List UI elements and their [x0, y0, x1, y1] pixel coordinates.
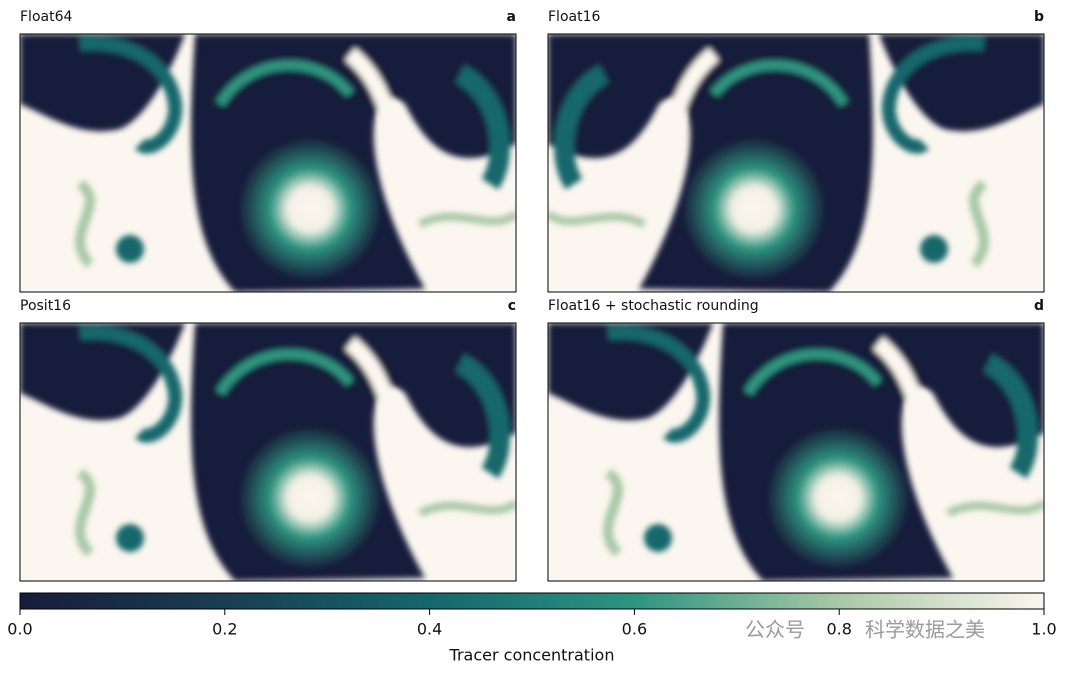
- frame: [19, 33, 517, 293]
- panel-d: Float16 + stochastic rounding d: [548, 298, 1044, 581]
- frame: [547, 322, 1045, 582]
- field-image: [20, 34, 516, 292]
- tick-label: 0.0: [7, 620, 32, 639]
- panel-a: Float64 a: [20, 9, 516, 292]
- panel-c: Posit16 c: [20, 298, 516, 581]
- colorbar-bar: [19, 592, 1045, 610]
- panel-letter: d: [1034, 298, 1044, 314]
- panel-letter: c: [508, 298, 516, 314]
- panel-title: Float16: [548, 9, 600, 25]
- colorbar-label: Tracer concentration: [449, 646, 615, 665]
- tick-label: 0.6: [622, 620, 647, 639]
- tick-label: 0.2: [212, 620, 237, 639]
- frame: [19, 322, 517, 582]
- tick-label: 0.8: [826, 620, 851, 639]
- colorbar: Tracer concentration 0.0 0.2 0.4 0.6 0.8 1.0: [7, 592, 1057, 665]
- panel-title: Posit16: [20, 298, 71, 314]
- panel-title: Float64: [20, 9, 72, 25]
- watermark: 公众号: [745, 618, 805, 642]
- frame: [547, 33, 1045, 293]
- tick-label: 1.0: [1031, 620, 1056, 639]
- panel-letter: b: [1034, 9, 1044, 25]
- field-image: [20, 323, 516, 581]
- panel-b: Float16 b: [548, 9, 1044, 292]
- watermark: 科学数据之美: [865, 618, 985, 642]
- field-image: [548, 34, 1044, 292]
- panel-title: Float16 + stochastic rounding: [548, 298, 759, 314]
- tick-label: 0.4: [417, 620, 442, 639]
- field-image: [548, 323, 1044, 581]
- panel-letter: a: [507, 9, 516, 25]
